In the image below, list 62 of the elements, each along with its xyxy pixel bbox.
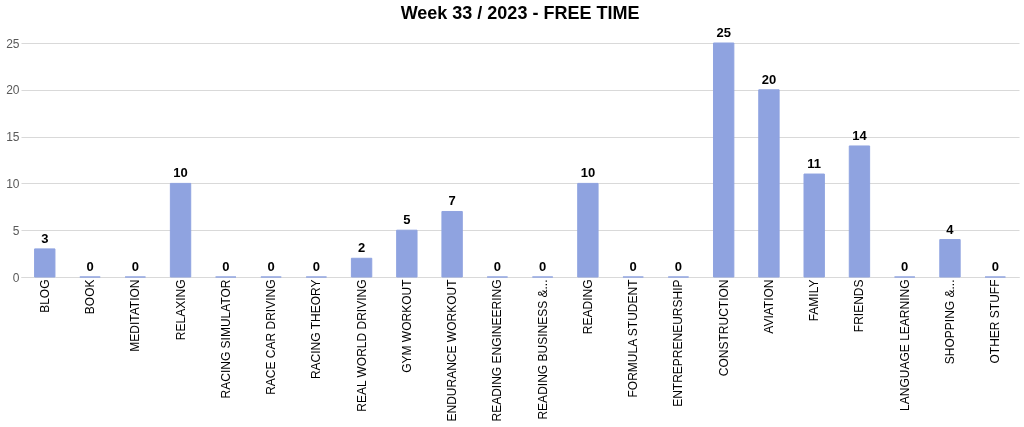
x-tick-label: OTHER STUFF (988, 279, 1003, 364)
chart-title: Week 33 / 2023 - FREE TIME (400, 3, 640, 23)
data-label: 0 (222, 259, 230, 274)
x-tick-label: ENDURANCE WORKOUT (445, 278, 460, 422)
bar (396, 229, 418, 278)
data-label: 0 (312, 259, 320, 274)
bar (803, 173, 825, 278)
x-tick-label: RACE CAR DRIVING (264, 279, 279, 395)
data-label: 0 (991, 259, 999, 274)
y-tick-label: 0 (12, 270, 20, 285)
data-label: 0 (86, 259, 94, 274)
data-label: 0 (539, 259, 547, 274)
data-label: 20 (761, 71, 777, 87)
bar (34, 248, 56, 278)
x-tick-label: FRIENDS (852, 279, 867, 333)
bar (441, 210, 463, 278)
data-label: 14 (852, 127, 868, 143)
y-tick-label: 25 (6, 36, 20, 51)
data-label: 0 (901, 259, 909, 274)
data-label: 11 (807, 156, 822, 172)
bar (577, 182, 599, 278)
x-tick-label: READING ENGINEERING (490, 279, 505, 422)
data-label: 10 (173, 165, 188, 181)
data-label: 25 (716, 25, 731, 40)
x-tick-label: RACING SIMULATOR (218, 279, 233, 399)
data-label: 10 (580, 165, 596, 181)
data-label: 0 (629, 259, 637, 274)
data-label: 2 (357, 240, 366, 256)
y-tick-label: 20 (6, 83, 20, 98)
x-tick-label: GYM WORKOUT (399, 278, 414, 373)
data-label: 4 (946, 221, 955, 237)
x-tick-label: MEDITATION (128, 279, 143, 352)
data-label: 0 (131, 259, 139, 274)
y-tick-label: 15 (6, 130, 20, 145)
data-label: 3 (41, 230, 49, 246)
x-tick-label: AVIATION (761, 279, 776, 334)
bar (758, 89, 780, 278)
x-tick-label: READING (580, 279, 595, 335)
bar (350, 257, 373, 278)
x-tick-label: BOOK (83, 279, 98, 315)
x-tick-label: RACING THEORY (309, 279, 324, 380)
bar (712, 42, 735, 278)
data-label: 7 (448, 193, 456, 209)
bar (939, 239, 961, 278)
x-tick-label: REAL WORLD DRIVING (354, 279, 369, 412)
bar (169, 182, 192, 278)
x-tick-label: FORMULA STUDENT (626, 278, 641, 398)
y-tick-label: 10 (6, 176, 20, 191)
bar (848, 145, 871, 278)
x-tick-label: BLOG (37, 279, 52, 313)
data-label: 0 (267, 259, 275, 274)
x-tick-label: FAMILY (807, 279, 822, 322)
x-tick-label: ENTREPRENEURSHIP (671, 279, 686, 407)
data-label: 0 (674, 259, 683, 274)
x-tick-label: CONSTRUCTION (716, 279, 731, 377)
x-tick-label: READING BUSINESS &... (535, 279, 550, 420)
x-tick-label: SHOPPING &... (942, 279, 957, 365)
y-tick-label: 5 (12, 223, 20, 238)
data-label: 0 (493, 259, 501, 274)
x-tick-label: RELAXING (173, 279, 188, 341)
data-label: 5 (403, 212, 411, 228)
x-tick-label: LANGUAGE LEARNING (897, 279, 912, 411)
